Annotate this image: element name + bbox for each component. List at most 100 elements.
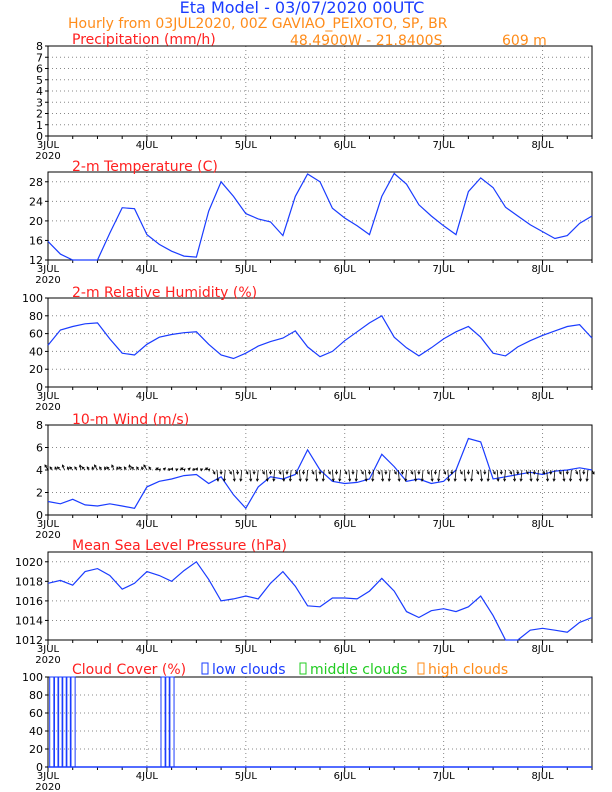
- wind-arrow-head: [400, 471, 404, 475]
- wind-arrow-head: [532, 471, 536, 475]
- wind-arrow-head: [219, 471, 223, 475]
- wind-arrow: [480, 469, 483, 482]
- cloud-cover-panel: 0 20 40 60 80 100 3JUL 4JUL 5JUL 6JUL 7JUL 8JUL 2020…: [22, 662, 593, 792]
- wind-arrow-head: [371, 478, 375, 482]
- wind-arrow-head: [479, 478, 484, 482]
- y-tick-label: 0: [36, 130, 43, 143]
- wind-arrow-head: [585, 478, 589, 482]
- wind-arrow-head: [536, 478, 540, 482]
- wind-arrow: [430, 469, 433, 482]
- wind-arrow: [487, 469, 490, 482]
- x-tick-label: 3JUL: [37, 391, 60, 402]
- x-tick-label: 4JUL: [136, 140, 159, 151]
- wind-arrow: [315, 469, 318, 482]
- wind-arrow-head: [351, 471, 355, 475]
- x-tick-label: 5JUL: [235, 140, 258, 151]
- wind-arrow-head: [123, 466, 127, 470]
- wind-arrow-head: [148, 466, 152, 470]
- pressure-panel: 1012 1014 1016 1018 1020 3JUL 4JUL 5JUL 6JUL 7JUL…: [15, 538, 593, 666]
- x-year-label: 2020: [35, 782, 60, 792]
- wind-arrow: [438, 469, 440, 482]
- low-clouds-legend-label: low clouds: [212, 662, 286, 678]
- y-tick-label: 80: [29, 689, 43, 702]
- x-tick-label: 3JUL: [37, 264, 60, 275]
- wind-arrow-head: [205, 467, 209, 471]
- wind-arrow-head: [229, 471, 232, 475]
- wind-arrow-head: [569, 478, 573, 482]
- wind-arrow: [62, 464, 65, 471]
- wind-arrow-head: [44, 464, 48, 468]
- wind-arrow: [94, 464, 98, 471]
- x-tick-label: 3JUL: [37, 771, 60, 782]
- wind-arrow: [447, 469, 450, 482]
- wind-arrow: [372, 469, 374, 482]
- wind-arrow: [223, 469, 226, 482]
- wind-arrow: [143, 464, 148, 471]
- x-tick-label: 8JUL: [531, 264, 554, 275]
- y-tick-label: 40: [29, 725, 43, 738]
- wind-arrow-head: [404, 478, 408, 482]
- wind-arrow-head: [430, 478, 434, 482]
- wind-arrow-head: [315, 478, 319, 482]
- wind-panel: 0 2 4 6 8 3JUL 4JUL 5JUL 6JUL 7JUL 8JUL 2020 10-m Wi…: [35, 412, 595, 541]
- low-cloud-bar: [168, 676, 175, 768]
- wind-arrow: [111, 464, 115, 471]
- y-tick-label: 16: [29, 234, 43, 247]
- wind-arrow: [355, 469, 358, 482]
- wind-arrow: [348, 469, 351, 482]
- wind-arrow-head: [222, 478, 226, 482]
- wind-arrow-head: [305, 478, 309, 482]
- wind-arrow-head: [86, 466, 90, 470]
- wind-arrow: [249, 469, 252, 482]
- wind-arrow-head: [384, 471, 388, 475]
- x-tick-label: 4JUL: [136, 264, 159, 275]
- wind-arrow-head: [130, 466, 135, 470]
- wind-arrow-head: [236, 471, 240, 475]
- wind-arrow-head: [261, 471, 265, 475]
- wind-arrow-head: [466, 471, 470, 475]
- wind-arrow: [388, 469, 391, 482]
- wind-arrow-head: [433, 471, 437, 475]
- y-tick-label: 2: [36, 487, 43, 500]
- wind-arrow-head: [509, 471, 513, 475]
- wind-arrow-head: [420, 478, 424, 482]
- wind-arrow: [339, 469, 342, 482]
- wind-arrow-head: [545, 478, 550, 482]
- wind-arrow-head: [187, 467, 191, 471]
- wind-arrow: [454, 469, 457, 482]
- wind-arrow: [282, 469, 285, 482]
- x-tick-label: 3JUL: [37, 644, 60, 655]
- wind-arrow-head: [294, 471, 298, 475]
- wind-arrow-head: [463, 478, 467, 482]
- wind-arrow-head: [321, 478, 325, 482]
- wind-arrow-head: [443, 471, 447, 475]
- wind-arrow-head: [453, 478, 457, 482]
- wind-arrow-head: [140, 466, 144, 470]
- wind-arrow-head: [364, 478, 368, 482]
- x-year-label: 2020: [35, 530, 60, 541]
- x-year-label: 2020: [35, 275, 60, 286]
- wind-arrow-head: [199, 468, 204, 472]
- x-tick-label: 8JUL: [531, 391, 554, 402]
- wind-arrow-head: [143, 464, 147, 468]
- y-tick-label: 24: [29, 195, 43, 208]
- wind-arrow: [520, 469, 523, 482]
- wind-arrow: [266, 469, 268, 482]
- middle-clouds-legend-swatch: [299, 662, 307, 675]
- wind-arrow-head: [239, 478, 243, 482]
- wind-arrow-head: [56, 466, 60, 470]
- wind-arrow-head: [525, 471, 529, 475]
- wind-arrow: [44, 464, 49, 471]
- mslp-series-line: [47, 560, 593, 641]
- low-clouds-legend-swatch: [201, 662, 209, 675]
- wind-arrow-head: [354, 478, 358, 482]
- wind-arrow: [513, 469, 516, 482]
- wind-arrow: [256, 469, 259, 482]
- wind-arrow: [463, 469, 466, 482]
- wind-arrow-head: [410, 471, 414, 475]
- y-tick-label: 1: [36, 119, 43, 132]
- wind-arrow: [537, 469, 539, 482]
- wind-arrow-head: [288, 478, 292, 482]
- wind-arrow: [381, 469, 384, 482]
- wind-arrow-head: [578, 478, 582, 482]
